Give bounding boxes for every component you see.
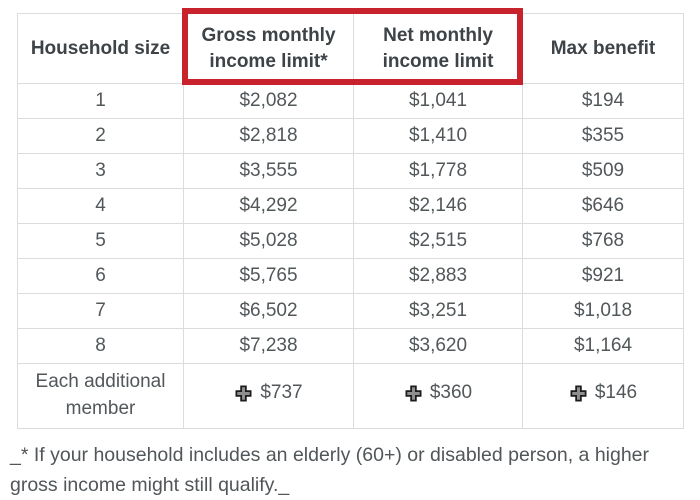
- additional-gross-cell: $737: [183, 363, 354, 429]
- table-cell: $194: [522, 83, 684, 119]
- header-max-benefit: Max benefit: [522, 13, 684, 84]
- table-cell: $4,292: [183, 188, 354, 224]
- table-cell: $3,555: [183, 153, 354, 189]
- table-cell: 6: [17, 258, 184, 294]
- table-cell: $1,778: [353, 153, 523, 189]
- table-cell: 5: [17, 223, 184, 259]
- income-limits-table: Household size Gross monthly income limi…: [17, 13, 684, 429]
- table-cell: $3,620: [353, 328, 523, 364]
- table-cell: $2,818: [183, 118, 354, 154]
- additional-max-benefit-cell: $146: [522, 363, 684, 429]
- plus-icon: [235, 385, 252, 402]
- table-cell: $2,146: [353, 188, 523, 224]
- table-cell: $1,018: [522, 293, 684, 329]
- table-cell: $3,251: [353, 293, 523, 329]
- table-cell: $646: [522, 188, 684, 224]
- table-cell: $355: [522, 118, 684, 154]
- plus-icon: [405, 385, 422, 402]
- table-cell: $5,765: [183, 258, 354, 294]
- additional-member-row: Each additional member $737 $360: [17, 363, 684, 429]
- header-gross-income-limit: Gross monthly income limit*: [183, 13, 354, 84]
- table-cell: 8: [17, 328, 184, 364]
- additional-gross-value: $737: [260, 382, 303, 404]
- table-cell: $2,515: [353, 223, 523, 259]
- table-cell: 2: [17, 118, 184, 154]
- table-cell: 4: [17, 188, 184, 224]
- table-cell: $6,502: [183, 293, 354, 329]
- table-row: 6 $5,765 $2,883 $921: [17, 258, 684, 294]
- table-cell: 7: [17, 293, 184, 329]
- benefits-table: Household size Gross monthly income limi…: [17, 13, 684, 429]
- table-cell: $768: [522, 223, 684, 259]
- table-row: 1 $2,082 $1,041 $194: [17, 83, 684, 119]
- table-row: 4 $4,292 $2,146 $646: [17, 188, 684, 224]
- table-header: Household size Gross monthly income limi…: [17, 13, 684, 84]
- table-cell: 1: [17, 83, 184, 119]
- table-row: 8 $7,238 $3,620 $1,164: [17, 328, 684, 364]
- additional-net-cell: $360: [353, 363, 523, 429]
- additional-net-value: $360: [429, 382, 473, 404]
- plus-icon: [570, 385, 587, 402]
- table-cell: $1,041: [353, 83, 523, 119]
- table-row: 7 $6,502 $3,251 $1,018: [17, 293, 684, 329]
- additional-member-label: Each additional member: [17, 363, 184, 429]
- table-cell: $509: [522, 153, 684, 189]
- table-body: 1 $2,082 $1,041 $194 2 $2,818 $1,410 $355 3 $3,55…: [17, 83, 684, 364]
- footnote-text: _* If your household includes an elderly…: [10, 444, 650, 497]
- table-cell: $7,238: [183, 328, 354, 364]
- table-row: 5 $5,028 $2,515 $768: [17, 223, 684, 259]
- header-row: Household size Gross monthly income limi…: [17, 13, 684, 84]
- table-cell: $921: [522, 258, 684, 294]
- table-cell: 3: [17, 153, 184, 189]
- table-cell: $1,410: [353, 118, 523, 154]
- header-household-size: Household size: [17, 13, 184, 84]
- table-cell: $1,164: [522, 328, 684, 364]
- header-net-income-limit: Net monthly income limit: [353, 13, 523, 84]
- table-cell: $2,082: [183, 83, 354, 119]
- table-row: 3 $3,555 $1,778 $509: [17, 153, 684, 189]
- table-cell: $2,883: [353, 258, 523, 294]
- table-row: 2 $2,818 $1,410 $355: [17, 118, 684, 154]
- table-cell: $5,028: [183, 223, 354, 259]
- additional-max-benefit-value: $146: [594, 382, 638, 404]
- additional-member-row-group: Each additional member $737 $360: [17, 363, 684, 429]
